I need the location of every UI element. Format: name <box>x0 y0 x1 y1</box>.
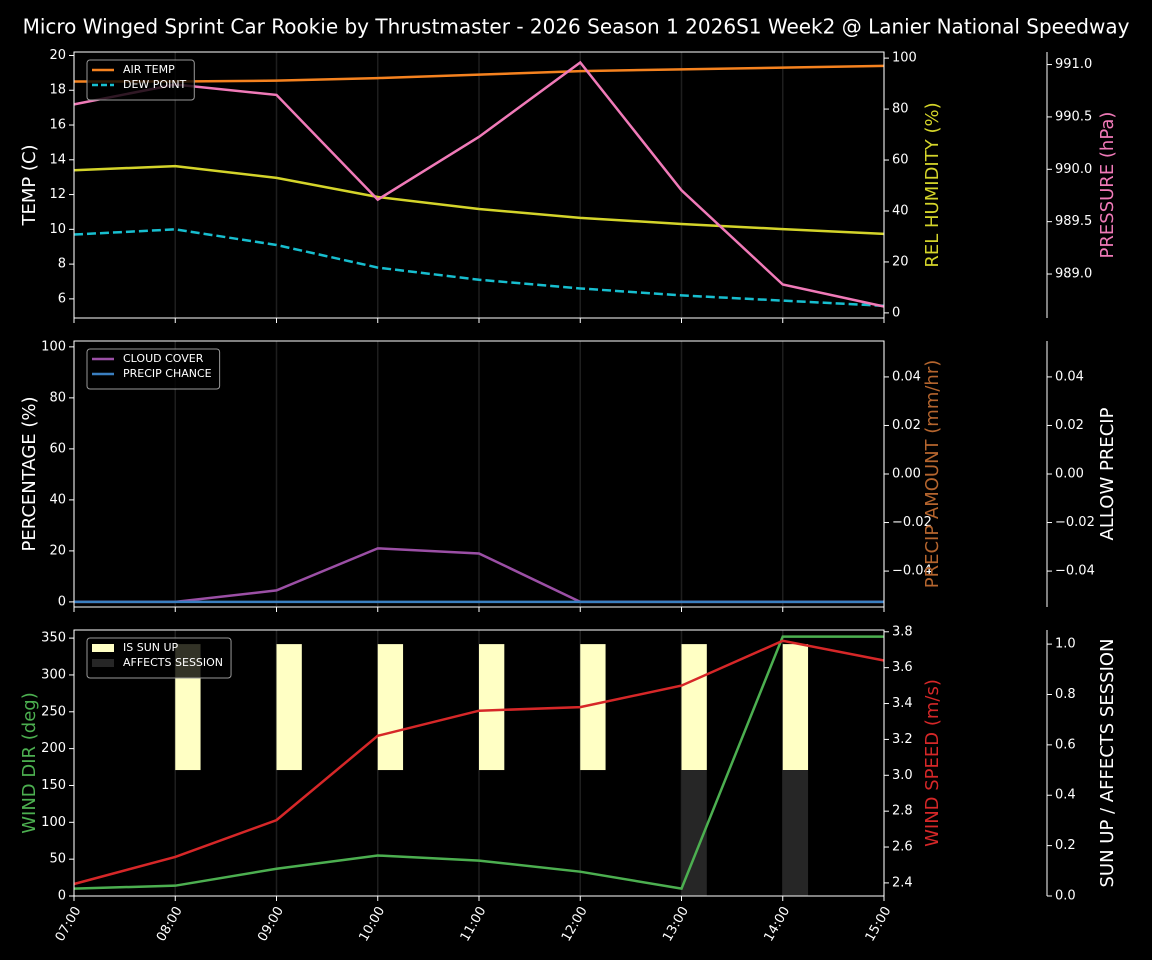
y3-tick-label: 990.5 <box>1055 109 1092 124</box>
legend-label: CLOUD COVER <box>123 352 204 365</box>
legend-box <box>86 637 232 679</box>
bar <box>479 644 505 771</box>
y2-tick-label: 20 <box>892 254 909 269</box>
legend-swatch <box>92 659 114 667</box>
y-tick-label: 12 <box>49 187 66 202</box>
y3-tick-label: 990.0 <box>1055 162 1092 177</box>
y3-tick-label: −0.02 <box>1055 515 1095 530</box>
y3-tick-label: 0.02 <box>1055 418 1084 433</box>
y3-tick-label: 0.2 <box>1055 838 1076 853</box>
y-tick-label: 10 <box>49 222 66 237</box>
y2-tick-label: 3.4 <box>892 696 913 711</box>
y-tick-label: 80 <box>49 390 66 405</box>
y2-tick-label: 40 <box>892 203 909 218</box>
y-tick-label: 50 <box>49 852 66 867</box>
bar <box>681 644 707 771</box>
y2-axis-label: REL HUMIDITY (%) <box>922 102 943 267</box>
y3-tick-label: 0.4 <box>1055 788 1076 803</box>
legend: CLOUD COVER PRECIP CHANCE <box>86 348 221 390</box>
legend-swatch <box>92 644 114 652</box>
y3-axis-label: SUN UP / AFFECTS SESSION <box>1097 638 1118 887</box>
y2-tick-label: 0 <box>892 305 900 320</box>
plot-frame <box>73 629 885 897</box>
y2-tick-label: 3.6 <box>892 660 913 675</box>
y3-axis-label: PRESSURE (hPa) <box>1097 112 1118 259</box>
y3-tick-label: 0.8 <box>1055 687 1076 702</box>
series-line <box>74 64 885 83</box>
legend: IS SUN UP AFFECTS SESSION <box>86 637 232 679</box>
bar <box>276 644 302 771</box>
y3-tick-label: 989.5 <box>1055 214 1092 229</box>
legend-box <box>86 348 221 390</box>
series-line <box>73 228 885 308</box>
y2-tick-label: 60 <box>892 153 909 168</box>
series-line <box>73 164 885 236</box>
plot-frame <box>73 340 885 608</box>
y3-tick-label: −0.04 <box>1055 564 1095 579</box>
bar <box>377 644 404 771</box>
y-tick-label: 200 <box>41 741 66 756</box>
y-tick-label: 60 <box>49 441 66 456</box>
y2-tick-label: 80 <box>892 102 909 117</box>
y-tick-label: 100 <box>41 339 66 354</box>
y-axis-label: WIND DIR (deg) <box>19 692 40 834</box>
y3-tick-label: 1.0 <box>1055 637 1076 652</box>
y2-tick-label: −0.04 <box>892 564 932 579</box>
y-tick-label: 350 <box>41 631 66 646</box>
bar <box>782 644 809 771</box>
y-tick-label: 16 <box>49 118 66 133</box>
y-tick-label: 8 <box>58 257 66 272</box>
y-tick-label: 6 <box>58 291 66 306</box>
y2-tick-label: 0.00 <box>892 467 921 482</box>
y2-tick-label: 3.0 <box>892 768 913 783</box>
y-tick-label: 20 <box>49 543 66 558</box>
y2-tick-label: 0.04 <box>892 369 921 384</box>
figure-title: Micro Winged Sprint Car Rookie by Thrust… <box>23 15 1130 39</box>
y-tick-label: 300 <box>41 667 66 682</box>
legend-label: AIR TEMP <box>123 63 175 76</box>
y2-tick-label: 100 <box>892 51 917 66</box>
legend-label: PRECIP CHANCE <box>123 367 212 380</box>
y2-tick-label: 3.8 <box>892 624 913 639</box>
y3-tick-label: 989.0 <box>1055 267 1092 282</box>
y2-tick-label: 0.02 <box>892 418 921 433</box>
y2-axis-label: PRECIP AMOUNT (mm/hr) <box>922 360 943 589</box>
y2-tick-label: −0.02 <box>892 515 932 530</box>
y3-axis-label: ALLOW PRECIP <box>1097 407 1118 540</box>
y-tick-label: 100 <box>41 815 66 830</box>
y2-tick-label: 2.4 <box>892 875 913 890</box>
y2-tick-label: 2.8 <box>892 804 913 819</box>
y2-axis-label: WIND SPEED (m/s) <box>922 679 943 847</box>
y3-tick-label: 0.00 <box>1055 467 1084 482</box>
legend-label: IS SUN UP <box>123 641 179 654</box>
y-tick-label: 20 <box>49 48 66 63</box>
y-tick-label: 0 <box>58 889 66 904</box>
y2-tick-label: 3.2 <box>892 732 913 747</box>
plot-frame <box>73 51 885 319</box>
series-line <box>73 60 885 308</box>
y3-tick-label: 0.0 <box>1055 889 1076 904</box>
bar <box>782 770 809 896</box>
y2-tick-label: 2.6 <box>892 840 913 855</box>
y3-tick-label: 991.0 <box>1055 57 1092 72</box>
legend-label: AFFECTS SESSION <box>123 656 223 669</box>
y3-tick-label: 0.04 <box>1055 369 1084 384</box>
y-tick-label: 0 <box>58 594 66 609</box>
y-tick-label: 14 <box>49 152 66 167</box>
legend-label: DEW POINT <box>123 78 187 91</box>
y-tick-label: 40 <box>49 492 66 507</box>
series-line <box>73 635 884 891</box>
y-axis-label: PERCENTAGE (%) <box>19 396 40 551</box>
y-tick-label: 150 <box>41 778 66 793</box>
y-tick-label: 250 <box>41 704 66 719</box>
series-line <box>73 639 885 886</box>
legend: AIR TEMP DEW POINT <box>86 59 195 101</box>
y-tick-label: 18 <box>49 83 66 98</box>
y3-tick-label: 0.6 <box>1055 737 1076 752</box>
y-axis-label: TEMP (C) <box>19 144 40 226</box>
